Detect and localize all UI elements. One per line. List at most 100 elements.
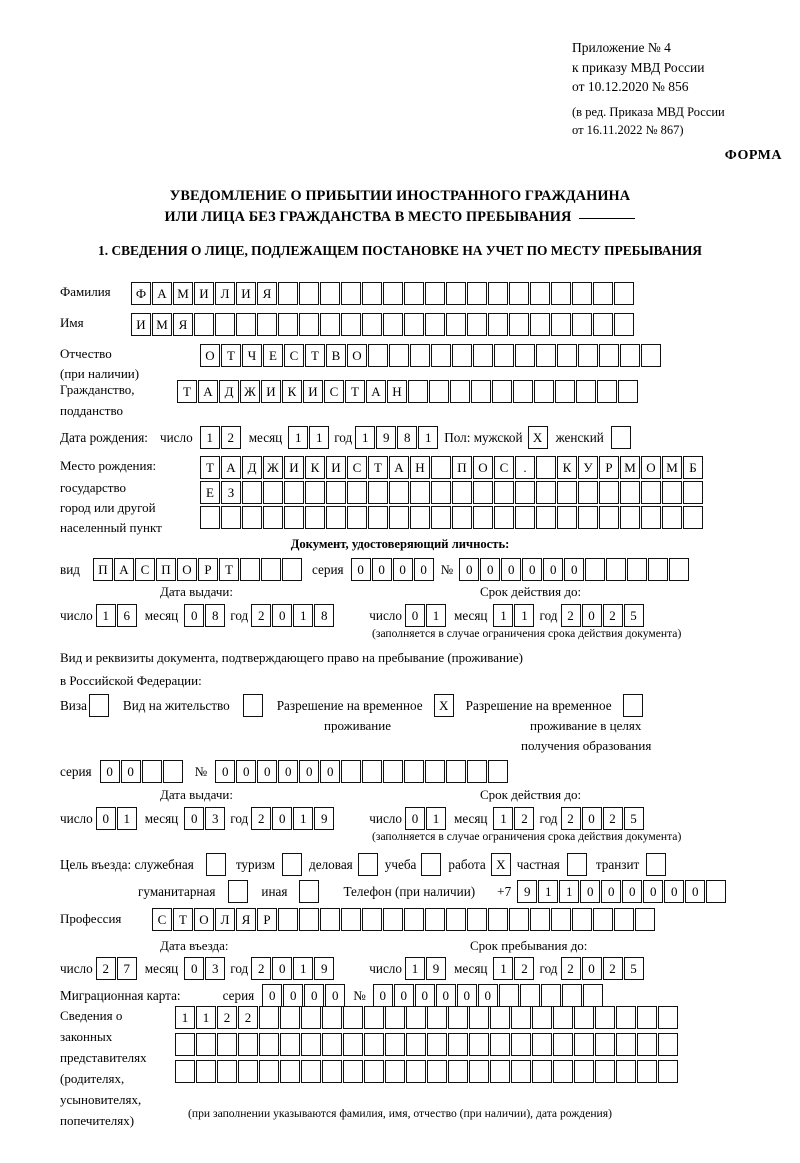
char-cell[interactable]: 0 bbox=[120, 760, 141, 783]
char-cell[interactable] bbox=[261, 558, 281, 581]
char-cell[interactable] bbox=[446, 760, 467, 783]
char-cell[interactable] bbox=[200, 506, 220, 529]
char-cell[interactable] bbox=[448, 1033, 468, 1056]
char-cell[interactable]: 0 bbox=[272, 604, 293, 627]
char-cell[interactable] bbox=[553, 1033, 573, 1056]
char-cell[interactable] bbox=[515, 344, 535, 367]
char-cell[interactable]: 1 bbox=[196, 1006, 216, 1029]
char-cell[interactable] bbox=[175, 1060, 195, 1083]
permit-residence-checkbox[interactable] bbox=[242, 694, 263, 717]
char-cell[interactable]: 0 bbox=[643, 880, 664, 903]
char-cell[interactable]: 0 bbox=[215, 760, 236, 783]
char-cell[interactable] bbox=[490, 1033, 510, 1056]
char-cell[interactable]: 9 bbox=[314, 807, 335, 830]
char-cell[interactable]: 1 bbox=[293, 604, 314, 627]
char-cell[interactable]: 9 bbox=[517, 880, 538, 903]
char-cell[interactable] bbox=[593, 282, 613, 305]
char-cell[interactable] bbox=[511, 1006, 531, 1029]
char-cell[interactable] bbox=[341, 908, 361, 931]
char-cell[interactable] bbox=[284, 481, 304, 504]
char-cell[interactable] bbox=[578, 344, 598, 367]
char-cell[interactable] bbox=[469, 1033, 489, 1056]
char-cell[interactable] bbox=[305, 481, 325, 504]
char-cell[interactable] bbox=[322, 1033, 342, 1056]
char-cell[interactable] bbox=[280, 1006, 300, 1029]
char-cell[interactable] bbox=[278, 908, 298, 931]
char-cell[interactable] bbox=[467, 760, 488, 783]
char-cell[interactable]: 2 bbox=[560, 604, 581, 627]
char-cell[interactable] bbox=[578, 481, 598, 504]
char-cell[interactable]: 2 bbox=[514, 807, 535, 830]
char-cell[interactable] bbox=[606, 558, 627, 581]
char-cell[interactable]: 3 bbox=[205, 807, 226, 830]
char-cell[interactable] bbox=[616, 1006, 636, 1029]
char-cell[interactable]: 1 bbox=[199, 426, 220, 449]
char-cell[interactable] bbox=[557, 344, 577, 367]
char-cell[interactable]: К bbox=[282, 380, 302, 403]
char-cell[interactable] bbox=[364, 1060, 384, 1083]
char-cell[interactable] bbox=[242, 506, 262, 529]
char-cell[interactable]: 0 bbox=[543, 558, 564, 581]
char-cell[interactable] bbox=[446, 908, 466, 931]
char-cell[interactable]: 9 bbox=[425, 957, 446, 980]
char-cell[interactable] bbox=[532, 1060, 552, 1083]
char-cell[interactable]: 0 bbox=[262, 984, 283, 1007]
char-cell[interactable] bbox=[452, 344, 472, 367]
char-cell[interactable]: Р bbox=[257, 908, 277, 931]
char-cell[interactable] bbox=[368, 506, 388, 529]
char-cell[interactable] bbox=[610, 426, 631, 449]
char-cell[interactable] bbox=[278, 313, 298, 336]
char-cell[interactable] bbox=[488, 282, 508, 305]
char-cell[interactable] bbox=[299, 313, 319, 336]
char-cell[interactable]: 1 bbox=[355, 426, 376, 449]
char-cell[interactable]: 0 bbox=[299, 760, 320, 783]
char-cell[interactable] bbox=[320, 908, 340, 931]
char-cell[interactable] bbox=[576, 380, 596, 403]
purpose-checkbox-turizm[interactable] bbox=[282, 853, 303, 876]
char-cell[interactable]: 0 bbox=[372, 984, 393, 1007]
char-cell[interactable] bbox=[141, 760, 162, 783]
char-cell[interactable]: И bbox=[284, 456, 304, 479]
char-cell[interactable] bbox=[572, 282, 592, 305]
char-cell[interactable] bbox=[305, 506, 325, 529]
char-cell[interactable] bbox=[515, 481, 535, 504]
char-cell[interactable] bbox=[347, 481, 367, 504]
char-cell[interactable] bbox=[404, 760, 425, 783]
char-cell[interactable]: К bbox=[305, 456, 325, 479]
char-cell[interactable] bbox=[706, 880, 727, 903]
char-cell[interactable]: 0 bbox=[581, 807, 602, 830]
char-cell[interactable]: 0 bbox=[477, 984, 498, 1007]
char-cell[interactable]: 0 bbox=[371, 558, 392, 581]
char-cell[interactable]: 0 bbox=[184, 957, 205, 980]
char-cell[interactable]: И bbox=[194, 282, 214, 305]
char-cell[interactable]: Т bbox=[221, 344, 241, 367]
char-cell[interactable] bbox=[408, 380, 428, 403]
char-cell[interactable] bbox=[490, 1006, 510, 1029]
char-cell[interactable] bbox=[404, 313, 424, 336]
char-cell[interactable]: С bbox=[152, 908, 172, 931]
char-cell[interactable] bbox=[259, 1006, 279, 1029]
char-cell[interactable] bbox=[362, 313, 382, 336]
char-cell[interactable] bbox=[383, 313, 403, 336]
char-cell[interactable] bbox=[551, 908, 571, 931]
char-cell[interactable] bbox=[410, 344, 430, 367]
char-cell[interactable] bbox=[238, 1033, 258, 1056]
representatives-cells-row-2[interactable] bbox=[175, 1033, 678, 1056]
char-cell[interactable] bbox=[599, 344, 619, 367]
char-cell[interactable] bbox=[299, 282, 319, 305]
char-cell[interactable] bbox=[534, 380, 554, 403]
char-cell[interactable] bbox=[597, 380, 617, 403]
char-cell[interactable]: 1 bbox=[293, 807, 314, 830]
char-cell[interactable] bbox=[404, 908, 424, 931]
char-cell[interactable] bbox=[530, 313, 550, 336]
char-cell[interactable]: К bbox=[557, 456, 577, 479]
char-cell[interactable]: С bbox=[347, 456, 367, 479]
